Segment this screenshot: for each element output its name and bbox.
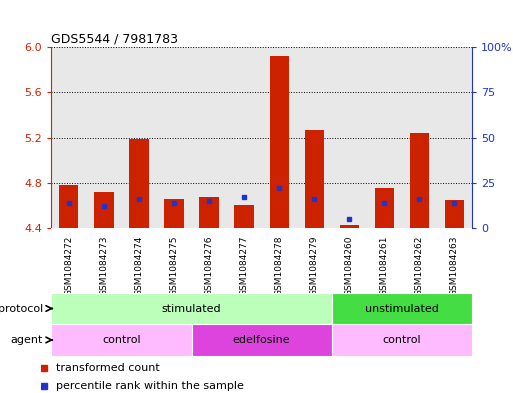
Bar xyxy=(200,197,219,228)
Text: agent: agent xyxy=(10,335,43,345)
Bar xyxy=(445,200,464,228)
Text: control: control xyxy=(102,335,141,345)
Text: stimulated: stimulated xyxy=(162,303,221,314)
Bar xyxy=(340,224,359,228)
Text: edelfosine: edelfosine xyxy=(233,335,290,345)
Bar xyxy=(332,293,472,324)
Bar xyxy=(51,324,191,356)
Bar xyxy=(332,324,472,356)
Text: transformed count: transformed count xyxy=(56,364,160,373)
Bar xyxy=(269,56,289,228)
Bar xyxy=(305,130,324,228)
Bar xyxy=(94,192,113,228)
Bar xyxy=(234,206,254,228)
Text: protocol: protocol xyxy=(0,303,43,314)
Text: unstimulated: unstimulated xyxy=(365,303,439,314)
Bar xyxy=(129,139,149,228)
Bar xyxy=(51,293,332,324)
Text: GDS5544 / 7981783: GDS5544 / 7981783 xyxy=(51,33,179,46)
Bar xyxy=(191,324,332,356)
Text: control: control xyxy=(383,335,421,345)
Bar xyxy=(410,133,429,228)
Bar xyxy=(374,188,394,228)
Bar xyxy=(164,198,184,228)
Bar xyxy=(59,185,78,228)
Text: percentile rank within the sample: percentile rank within the sample xyxy=(56,381,244,391)
